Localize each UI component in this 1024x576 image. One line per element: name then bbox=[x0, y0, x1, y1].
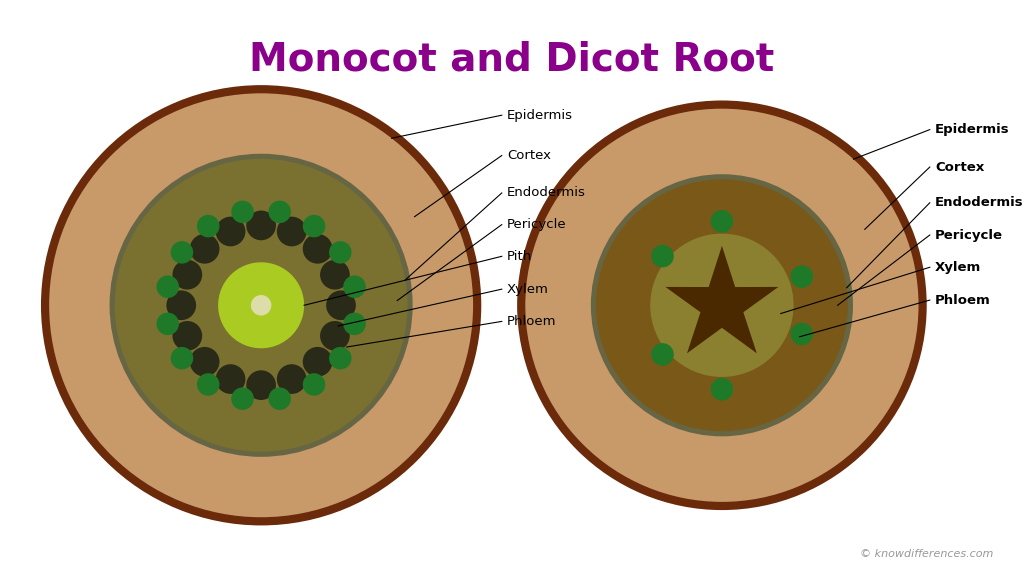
Ellipse shape bbox=[525, 109, 919, 502]
Ellipse shape bbox=[303, 373, 326, 396]
Text: Epidermis: Epidermis bbox=[935, 123, 1010, 136]
Ellipse shape bbox=[711, 378, 733, 400]
Ellipse shape bbox=[651, 343, 674, 366]
Text: Xylem: Xylem bbox=[935, 261, 981, 274]
Ellipse shape bbox=[650, 234, 794, 377]
Ellipse shape bbox=[246, 211, 276, 240]
Ellipse shape bbox=[171, 347, 194, 369]
Ellipse shape bbox=[251, 295, 271, 316]
Ellipse shape bbox=[343, 313, 366, 335]
Ellipse shape bbox=[189, 234, 219, 264]
Ellipse shape bbox=[218, 262, 304, 348]
Ellipse shape bbox=[343, 275, 366, 298]
Ellipse shape bbox=[276, 364, 306, 394]
Text: Monocot and Dicot Root: Monocot and Dicot Root bbox=[250, 40, 774, 78]
Text: Endodermis: Endodermis bbox=[507, 187, 586, 199]
Ellipse shape bbox=[41, 85, 481, 525]
Ellipse shape bbox=[166, 290, 197, 320]
Ellipse shape bbox=[197, 373, 219, 396]
Ellipse shape bbox=[268, 200, 291, 223]
Ellipse shape bbox=[171, 241, 194, 264]
Ellipse shape bbox=[197, 215, 219, 237]
Ellipse shape bbox=[651, 245, 674, 267]
Ellipse shape bbox=[321, 260, 350, 290]
Ellipse shape bbox=[157, 275, 179, 298]
Ellipse shape bbox=[329, 241, 351, 264]
Ellipse shape bbox=[791, 323, 813, 345]
Ellipse shape bbox=[303, 234, 333, 264]
Ellipse shape bbox=[110, 154, 413, 457]
Text: Phloem: Phloem bbox=[935, 294, 990, 306]
Text: Xylem: Xylem bbox=[507, 283, 549, 295]
Text: Endodermis: Endodermis bbox=[935, 196, 1024, 209]
Text: Pericycle: Pericycle bbox=[507, 218, 566, 231]
Ellipse shape bbox=[115, 159, 408, 452]
Ellipse shape bbox=[216, 364, 246, 394]
Ellipse shape bbox=[517, 100, 927, 510]
Ellipse shape bbox=[326, 290, 356, 320]
Polygon shape bbox=[666, 246, 778, 353]
Ellipse shape bbox=[231, 200, 254, 223]
Ellipse shape bbox=[216, 217, 246, 247]
Ellipse shape bbox=[49, 93, 473, 517]
Ellipse shape bbox=[303, 347, 333, 377]
Ellipse shape bbox=[268, 388, 291, 410]
Ellipse shape bbox=[172, 321, 202, 351]
Ellipse shape bbox=[329, 347, 351, 369]
Ellipse shape bbox=[157, 313, 179, 335]
Ellipse shape bbox=[791, 266, 813, 288]
Text: Phloem: Phloem bbox=[507, 315, 556, 328]
Text: Pericycle: Pericycle bbox=[935, 229, 1002, 241]
Ellipse shape bbox=[246, 370, 276, 400]
Ellipse shape bbox=[596, 179, 848, 431]
Text: © knowdifferences.com: © knowdifferences.com bbox=[860, 549, 993, 559]
Ellipse shape bbox=[231, 388, 254, 410]
Ellipse shape bbox=[321, 321, 350, 351]
Text: Cortex: Cortex bbox=[507, 149, 551, 162]
Ellipse shape bbox=[189, 347, 219, 377]
Text: Cortex: Cortex bbox=[935, 161, 984, 173]
Ellipse shape bbox=[303, 215, 326, 237]
Ellipse shape bbox=[591, 174, 853, 437]
Ellipse shape bbox=[172, 260, 202, 290]
Ellipse shape bbox=[711, 210, 733, 233]
Ellipse shape bbox=[276, 217, 306, 247]
Text: Epidermis: Epidermis bbox=[507, 109, 572, 122]
Text: Pith: Pith bbox=[507, 250, 532, 263]
